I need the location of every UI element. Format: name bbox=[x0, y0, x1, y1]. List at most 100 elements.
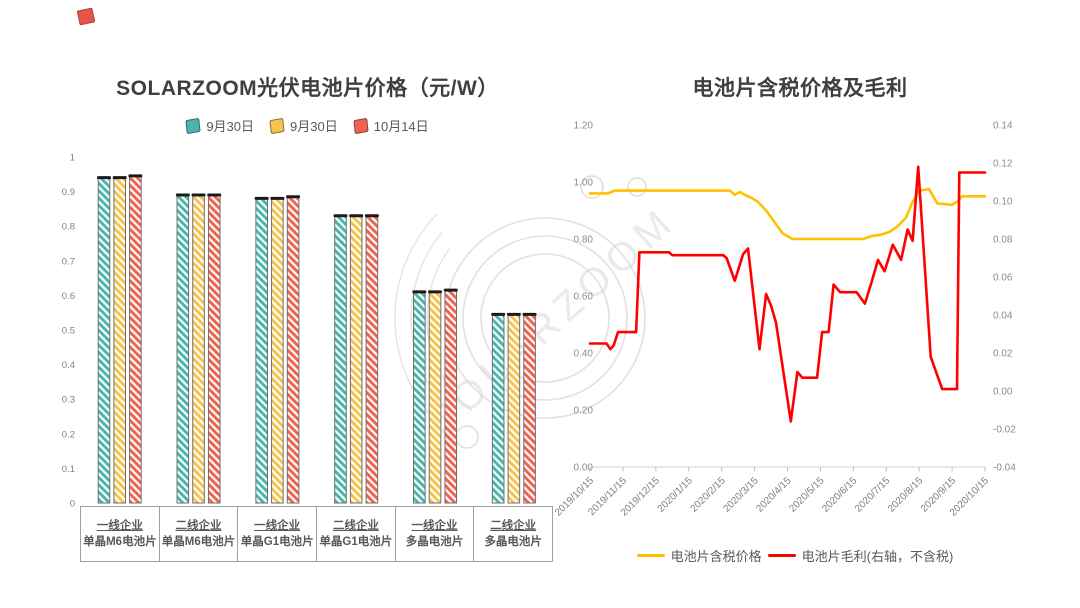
line-series bbox=[588, 165, 987, 423]
bar bbox=[129, 175, 142, 504]
legend-label: 电池片含税价格 bbox=[670, 549, 762, 564]
bar bbox=[523, 313, 536, 504]
left-y-tick-label: 1.20 bbox=[574, 121, 594, 132]
line-chart-title: 电池片含税价格及毛利 bbox=[692, 77, 908, 100]
category-product: 单晶G1电池片 bbox=[240, 535, 314, 548]
bar-top-cap bbox=[412, 290, 427, 294]
category-label: 一线企业 多晶电池片 bbox=[394, 507, 474, 561]
bar-y-tick-label: 0.5 bbox=[62, 326, 75, 337]
category-label: 二线企业 多晶电池片 bbox=[473, 507, 552, 561]
bar-top-cap bbox=[254, 196, 269, 200]
bar bbox=[113, 177, 127, 504]
line-legend-item: 电池片毛利(右轴，不含税) bbox=[767, 546, 954, 565]
bar-top-cap bbox=[364, 214, 379, 218]
line-chart-legend: 电池片含税价格 电池片毛利(右轴，不含税) bbox=[560, 546, 1030, 565]
category-label: 一线企业 单晶M6电池片 bbox=[81, 507, 159, 561]
bar-top-cap bbox=[522, 312, 537, 316]
legend-label: 10月14日 bbox=[373, 119, 429, 134]
bar bbox=[97, 177, 111, 504]
bar-chart-title: SOLARZOOM光伏电池片价格（元/W） bbox=[116, 77, 499, 100]
left-y-tick-label: 1.00 bbox=[574, 178, 594, 189]
bar-top-cap bbox=[270, 196, 285, 200]
bar bbox=[491, 313, 505, 504]
category-tier: 一线企业 bbox=[254, 519, 301, 532]
category-product: 单晶M6电池片 bbox=[83, 535, 157, 548]
bar-top-cap bbox=[428, 290, 443, 294]
bar bbox=[207, 194, 221, 504]
bar-top-cap bbox=[506, 312, 521, 316]
bar bbox=[271, 198, 284, 504]
bar-top-cap bbox=[207, 193, 222, 197]
bar bbox=[176, 194, 190, 504]
right-y-tick-label: 0.08 bbox=[993, 235, 1013, 246]
bar-legend-item: 10月14日 bbox=[353, 116, 429, 135]
category-product: 单晶M6电池片 bbox=[161, 535, 236, 548]
category-label: 二线企业 单晶G1电池片 bbox=[316, 507, 395, 561]
watermark-arc bbox=[426, 199, 664, 437]
bar-chart-legend: 9月30日 9月30日 10月14日 bbox=[55, 116, 560, 135]
bar-top-cap bbox=[286, 195, 301, 199]
line-chart-plot: 2019/10/152019/11/152019/12/152020/1/152… bbox=[553, 121, 1016, 519]
right-y-tick-label: -0.02 bbox=[993, 425, 1016, 436]
category-label: 一线企业单晶G1电池片 bbox=[237, 507, 316, 561]
right-y-tick-label: 0.06 bbox=[993, 273, 1013, 284]
bar-top-cap bbox=[112, 176, 127, 180]
left-y-tick-label: 0.80 bbox=[574, 235, 594, 246]
watermark-ring bbox=[480, 253, 610, 383]
left-y-tick-label: 0.40 bbox=[574, 349, 594, 360]
bar-y-tick-label: 1 bbox=[70, 153, 75, 164]
bar-y-tick-label: 0 bbox=[70, 499, 75, 510]
category-label: 二线企业单晶M6电池片 bbox=[158, 507, 238, 561]
right-y-tick-label: 0.12 bbox=[993, 159, 1013, 170]
bar bbox=[255, 198, 268, 504]
bar bbox=[428, 291, 442, 504]
bar-y-tick-label: 0.1 bbox=[62, 464, 75, 475]
bar-top-cap bbox=[443, 288, 458, 292]
bar-top-cap bbox=[97, 176, 111, 180]
legend-marker-icon bbox=[353, 117, 369, 134]
bar-legend-item: 9月30日 bbox=[185, 116, 255, 135]
bar-y-tick-label: 0.2 bbox=[62, 429, 75, 440]
category-product: 多晶电池片 bbox=[405, 535, 464, 548]
bar-top-cap bbox=[191, 193, 206, 197]
left-y-tick-label: 0.20 bbox=[574, 406, 594, 417]
bar bbox=[349, 215, 363, 504]
category-product: 多晶电池片 bbox=[484, 535, 542, 548]
bar-y-tick-label: 0.8 bbox=[62, 222, 75, 233]
left-y-tick-label: 0.00 bbox=[574, 463, 594, 474]
bar bbox=[286, 196, 300, 504]
bar-chart-plot: 1 0.9 0.8 0.7 0.6 0.5 0.4 0.3 0.2 0.1 0 bbox=[62, 153, 537, 510]
bar-top-cap bbox=[175, 193, 190, 197]
left-y-tick-label: 0.60 bbox=[574, 292, 594, 303]
bar bbox=[413, 291, 426, 504]
right-y-tick-label: 0.02 bbox=[993, 349, 1013, 360]
legend-marker-icon bbox=[185, 117, 201, 134]
right-y-tick-label: 0.04 bbox=[993, 311, 1013, 322]
right-y-tick-label: 0.00 bbox=[993, 387, 1013, 398]
bar bbox=[365, 215, 379, 504]
watermark-bubble bbox=[580, 175, 604, 199]
bar bbox=[507, 313, 521, 504]
bar-chart-category-axis: 一线企业 单晶M6电池片 二线企业 单晶M6电池片 一线企业 单晶G1电池片 二线企业 单晶G… bbox=[80, 506, 553, 562]
bar-y-tick-label: 0.3 bbox=[62, 395, 75, 406]
bar-y-tick-label: 0.7 bbox=[62, 256, 75, 267]
watermark-bubble bbox=[627, 177, 647, 197]
line-legend-item: 电池片含税价格 bbox=[636, 546, 762, 565]
legend-label: 9月30日 bbox=[206, 119, 255, 134]
bar-y-tick-label: 0.9 bbox=[62, 187, 75, 198]
category-tier: 二线企业 bbox=[175, 519, 222, 532]
legend-line-icon bbox=[636, 554, 665, 557]
bar-legend-item: 9月30日 bbox=[269, 116, 338, 135]
category-tier: 二线企业 bbox=[332, 519, 379, 532]
bar-y-tick-label: 0.6 bbox=[62, 291, 75, 302]
legend-label: 电池片毛利(右轴，不含税) bbox=[801, 549, 954, 564]
bar bbox=[334, 215, 347, 504]
bar bbox=[444, 289, 458, 504]
bar-top-cap bbox=[333, 214, 348, 218]
bar-y-tick-label: 0.4 bbox=[62, 360, 75, 371]
right-y-tick-label: 0.10 bbox=[993, 197, 1013, 208]
legend-line-icon bbox=[767, 554, 796, 557]
bar-top-cap bbox=[349, 214, 364, 218]
legend-marker-icon bbox=[269, 117, 285, 134]
